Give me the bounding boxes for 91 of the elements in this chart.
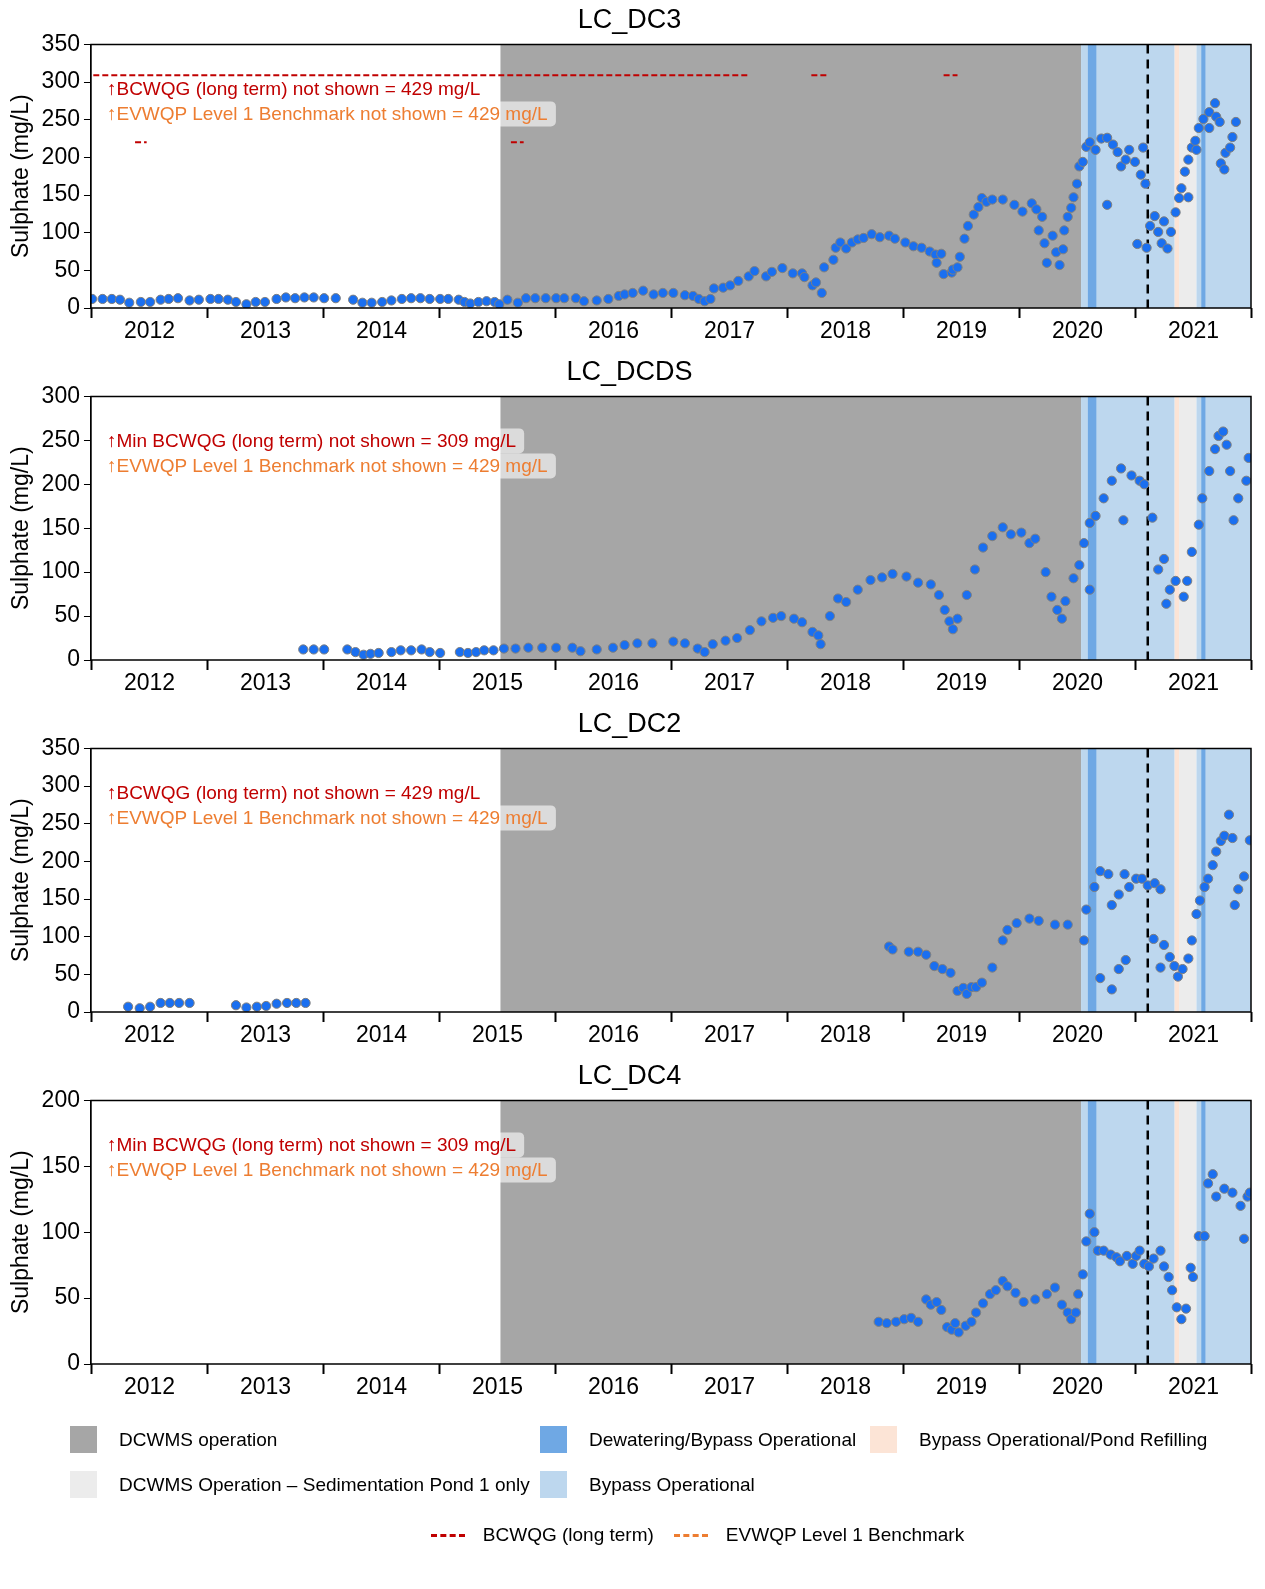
x-tick-label: 2019 [935,668,988,695]
y-tick-label: 350 [41,733,80,760]
x-tick-label: 2021 [1167,1372,1220,1399]
x-tick-label: 2012 [123,668,176,695]
x-tick-label: 2017 [703,316,756,343]
chart-title: LC_DC2 [577,707,682,738]
x-tick-label: 2018 [819,1020,872,1047]
y-tick-label: 100 [41,218,80,245]
x-tick-label: 2017 [703,1020,756,1047]
x-tick-label: 2016 [587,668,640,695]
x-tick-label: 2018 [819,316,872,343]
x-tick-label: 2013 [239,668,292,695]
y-tick-label: 50 [54,1283,80,1310]
y-tick-label: 0 [67,645,80,672]
x-tick-label: 2015 [471,1020,524,1047]
y-tick-label: 150 [41,180,80,207]
x-tick-label: 2021 [1167,1020,1220,1047]
y-axis-title: Sulphate (mg/L) [7,94,34,259]
x-tick-label: 2020 [1051,316,1104,343]
y-tick-label: 250 [41,105,80,132]
legend-label: DCWMS operation [119,1428,278,1451]
chart-title: LC_DC4 [577,1059,682,1090]
x-tick-label: 2019 [935,1372,988,1399]
y-tick-label: 100 [41,922,80,949]
y-tick-label: 300 [41,771,80,798]
y-tick-label: 200 [41,1085,80,1112]
y-tick-label: 50 [54,959,80,986]
y-axis-title: Sulphate (mg/L) [7,1150,34,1315]
y-tick-label: 300 [41,67,80,94]
x-tick-label: 2012 [123,316,176,343]
y-tick-label: 0 [67,1349,80,1376]
legend-label: EVWQP Level 1 Benchmark [725,1524,965,1546]
x-tick-label: 2016 [587,316,640,343]
legend-label: DCWMS Operation – Sedimentation Pond 1 only [119,1473,530,1496]
x-tick-label: 2020 [1051,1372,1104,1399]
x-tick-label: 2016 [587,1020,640,1047]
annotation: ↑Min BCWQG (long term) not shown = 309 mg/L [106,429,517,451]
x-tick-label: 2013 [239,1372,292,1399]
x-tick-label: 2015 [471,668,524,695]
x-tick-label: 2019 [935,316,988,343]
y-tick-label: 100 [41,1217,80,1244]
x-tick-label: 2015 [471,316,524,343]
y-tick-label: 100 [41,557,80,584]
y-tick-label: 350 [41,29,80,56]
annotation: ↑BCWQG (long term) not shown = 429 mg/L [106,77,481,99]
x-tick-label: 2021 [1167,316,1220,343]
annotation: ↑EVWQP Level 1 Benchmark not shown = 429 mg/L [106,102,548,124]
annotation: ↑EVWQP Level 1 Benchmark not shown = 429 mg/L [106,806,548,828]
x-tick-label: 2012 [123,1020,176,1047]
y-tick-label: 150 [41,1151,80,1178]
x-tick-label: 2019 [935,1020,988,1047]
annotation: ↑Min BCWQG (long term) not shown = 309 mg/L [106,1133,517,1155]
x-tick-label: 2021 [1167,668,1220,695]
x-tick-label: 2013 [239,316,292,343]
y-tick-label: 0 [67,293,80,320]
annotation: ↑EVWQP Level 1 Benchmark not shown = 429 mg/L [106,454,548,476]
legend-label: BCWQG (long term) [482,1524,654,1546]
legend-label: Dewatering/Bypass Operational [589,1428,857,1451]
legend-label: Bypass Operational/Pond Refilling [919,1428,1208,1451]
x-tick-label: 2013 [239,1020,292,1047]
y-tick-label: 50 [54,255,80,282]
annotation: ↑BCWQG (long term) not shown = 429 mg/L [106,781,481,803]
y-tick-label: 200 [41,846,80,873]
y-tick-label: 200 [41,469,80,496]
y-tick-label: 200 [41,142,80,169]
x-tick-label: 2015 [471,1372,524,1399]
y-tick-label: 300 [41,381,80,408]
x-tick-label: 2017 [703,668,756,695]
x-tick-label: 2018 [819,668,872,695]
x-tick-label: 2016 [587,1372,640,1399]
x-tick-label: 2018 [819,1372,872,1399]
y-axis-title: Sulphate (mg/L) [7,798,34,963]
y-tick-label: 50 [54,601,80,628]
chart-title: LC_DCDS [566,355,693,386]
y-tick-label: 250 [41,425,80,452]
x-tick-label: 2020 [1051,1020,1104,1047]
x-tick-label: 2012 [123,1372,176,1399]
x-tick-label: 2014 [355,1372,408,1399]
legend-label: Bypass Operational [589,1473,755,1496]
annotation: ↑EVWQP Level 1 Benchmark not shown = 429 mg/L [106,1158,548,1180]
x-tick-label: 2014 [355,1020,408,1047]
x-tick-label: 2014 [355,316,408,343]
y-tick-label: 250 [41,809,80,836]
x-tick-label: 2014 [355,668,408,695]
chart-title: LC_DC3 [577,3,682,34]
x-tick-label: 2017 [703,1372,756,1399]
y-tick-label: 0 [67,997,80,1024]
x-tick-label: 2020 [1051,668,1104,695]
y-tick-label: 150 [41,513,80,540]
y-tick-label: 150 [41,884,80,911]
y-axis-title: Sulphate (mg/L) [7,446,34,611]
